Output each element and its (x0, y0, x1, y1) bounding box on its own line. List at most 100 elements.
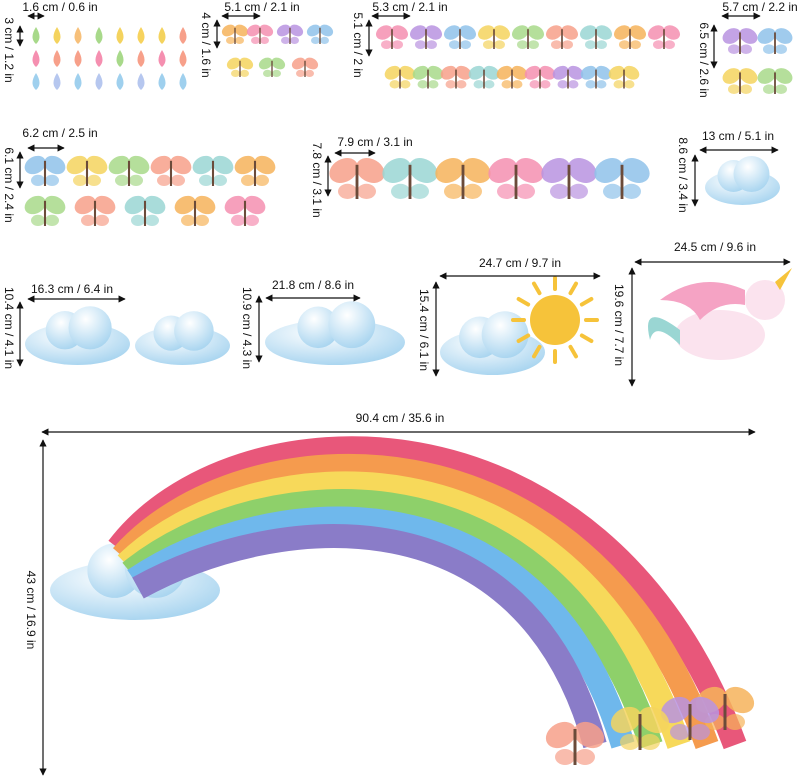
wing (355, 158, 385, 183)
raindrop (74, 73, 82, 90)
butterfly (108, 155, 150, 186)
wing (620, 734, 640, 750)
height-label: 7.8 cm / 3.1 in (310, 142, 324, 217)
wing (775, 44, 787, 54)
wing (235, 36, 244, 44)
raindrop (158, 27, 166, 44)
unicorn-mane (660, 282, 745, 320)
wing (539, 65, 556, 80)
butterfly (545, 25, 579, 50)
wing (213, 174, 227, 186)
wing (290, 36, 299, 44)
wing (81, 214, 95, 226)
wing (555, 749, 575, 765)
wing (231, 214, 245, 226)
butterfly (477, 25, 511, 50)
unicorn-head (745, 280, 785, 320)
cloud (25, 306, 130, 365)
raindrop (137, 27, 145, 44)
butterfly (234, 155, 276, 186)
wing (622, 183, 641, 199)
wing (483, 40, 494, 49)
wing (488, 158, 518, 183)
wing (192, 155, 214, 175)
wing (517, 40, 528, 49)
wing (44, 195, 66, 215)
butterfly (306, 24, 334, 45)
wing (426, 40, 437, 49)
raindrop (74, 27, 82, 44)
wing (245, 214, 259, 226)
raindrop (32, 50, 40, 67)
butterfly (246, 24, 274, 45)
wing (181, 214, 195, 226)
height-label: 6.1 cm / 2.4 in (2, 147, 16, 222)
butterfly (226, 57, 254, 78)
rainbow-band (113, 453, 719, 750)
width-label: 13 cm / 5.1 in (702, 129, 774, 143)
wing (728, 44, 740, 54)
wing (391, 183, 410, 199)
wing (144, 195, 166, 215)
wing (623, 65, 640, 80)
raindrop (53, 27, 61, 44)
wing (638, 706, 670, 734)
wing (244, 195, 266, 215)
wing (527, 25, 545, 40)
wing (391, 25, 409, 40)
wing (613, 25, 631, 40)
wing (221, 24, 236, 37)
rainbow-band (108, 436, 747, 750)
wing (524, 65, 541, 80)
butterfly (384, 65, 416, 89)
wing (291, 57, 306, 70)
wing (254, 155, 276, 175)
width-label: 5.3 cm / 2.1 in (372, 0, 447, 14)
butterfly (329, 158, 385, 200)
butterfly (541, 158, 597, 200)
wing (562, 40, 573, 49)
wing (124, 195, 146, 215)
rainbow-band (122, 489, 663, 749)
height-label: 6.5 cm / 2.6 in (697, 22, 711, 97)
wing (440, 65, 457, 80)
wing (603, 183, 622, 199)
wing (647, 25, 665, 40)
wing (150, 155, 172, 175)
wing (226, 36, 235, 44)
wing (545, 25, 563, 40)
wing (425, 25, 443, 40)
rainbow-band (127, 506, 635, 749)
wing (473, 80, 484, 89)
wing (260, 36, 269, 44)
wing (739, 68, 758, 84)
wing (199, 174, 213, 186)
wing (460, 40, 471, 49)
wing (95, 214, 109, 226)
raindrop (95, 27, 103, 44)
raindrop (179, 27, 187, 44)
wing (545, 721, 577, 749)
wing (459, 25, 477, 40)
wing (24, 155, 46, 175)
height-label: 19.6 cm / 7.7 in (612, 284, 626, 366)
raindrop (32, 27, 40, 44)
wing (31, 214, 45, 226)
sun-ray (568, 281, 578, 296)
height-label: 5.1 cm / 2 in (351, 12, 365, 77)
rainbow-band (132, 524, 607, 749)
butterfly (468, 65, 500, 89)
wing (400, 80, 411, 89)
cloud (440, 311, 545, 375)
raindrop (53, 50, 61, 67)
wing (511, 65, 528, 80)
wing (763, 44, 775, 54)
wing (484, 80, 495, 89)
butterfly (545, 721, 605, 765)
height-label: 8.6 cm / 3.4 in (676, 137, 690, 212)
butterfly (382, 158, 438, 200)
wing (629, 25, 647, 40)
cloud (265, 301, 405, 365)
wing (496, 65, 513, 80)
